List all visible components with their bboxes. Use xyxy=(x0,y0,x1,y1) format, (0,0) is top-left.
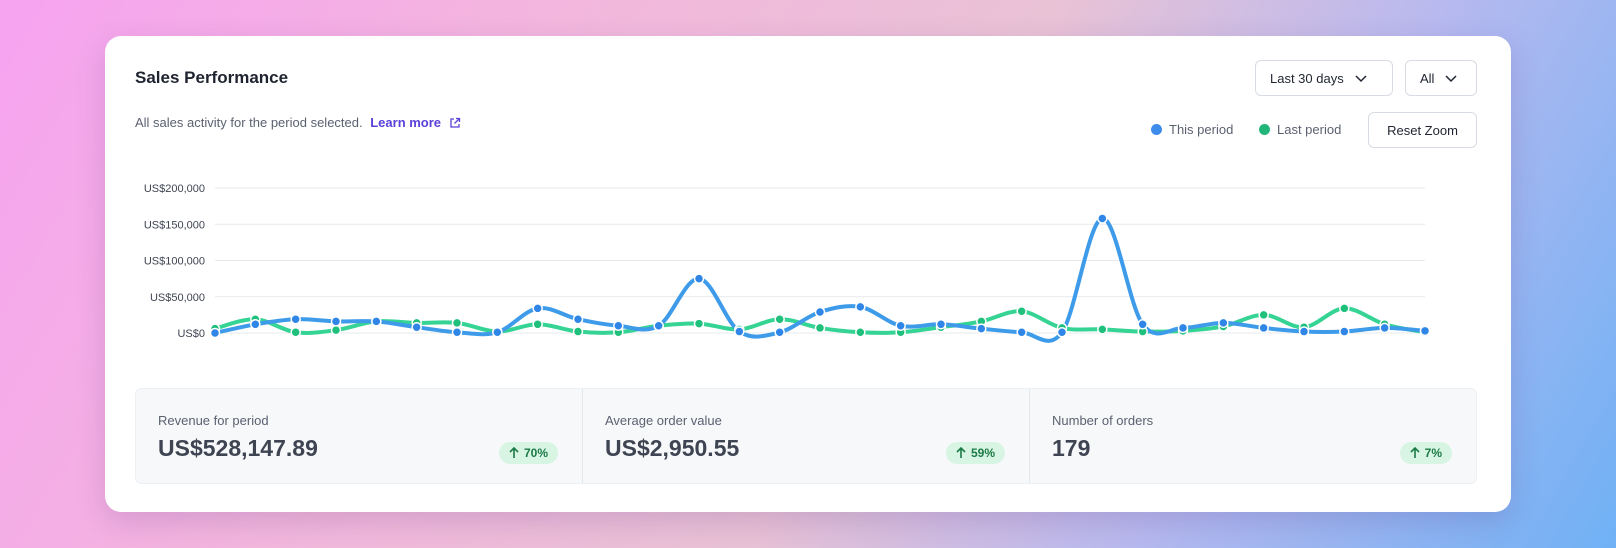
change-value: 70% xyxy=(523,446,548,460)
stat-revenue: Revenue for period US$528,147.89 70% xyxy=(136,389,583,483)
data-point-last-period[interactable] xyxy=(1016,306,1027,317)
stat-orders: Number of orders 179 7% xyxy=(1030,389,1476,483)
stat-label: Revenue for period xyxy=(158,413,269,428)
sales-performance-card: Sales Performance All sales activity for… xyxy=(105,36,1511,512)
external-link-icon xyxy=(450,117,460,128)
data-point-this-period[interactable] xyxy=(895,320,906,331)
data-point-this-period[interactable] xyxy=(1097,213,1108,224)
stat-value: US$528,147.89 xyxy=(158,435,318,461)
data-point-this-period[interactable] xyxy=(250,319,261,330)
y-tick-label: US$0 xyxy=(177,328,205,340)
stat-value: 179 xyxy=(1052,435,1091,461)
stat-value: US$2,950.55 xyxy=(605,435,740,461)
data-point-last-period[interactable] xyxy=(532,319,543,330)
data-point-this-period[interactable] xyxy=(1419,325,1431,337)
data-point-this-period[interactable] xyxy=(290,313,301,325)
arrow-up-icon xyxy=(509,447,519,458)
sales-line-chart[interactable]: US$0 US$50,000 US$100,000 US$150,000 US$200,… xyxy=(105,36,1511,366)
data-point-this-period[interactable] xyxy=(1379,322,1390,334)
data-point-this-period[interactable] xyxy=(1339,326,1350,337)
data-point-last-period[interactable] xyxy=(693,318,705,329)
data-point-this-period[interactable] xyxy=(1218,317,1229,329)
data-point-last-period[interactable] xyxy=(1097,324,1108,335)
data-point-this-period[interactable] xyxy=(1298,326,1310,337)
y-tick-label: US$200,000 xyxy=(144,183,205,195)
data-point-this-period[interactable] xyxy=(814,306,826,318)
data-point-this-period[interactable] xyxy=(855,301,866,313)
stat-label: Average order value xyxy=(605,413,722,428)
data-point-this-period[interactable] xyxy=(1016,327,1027,338)
data-point-this-period[interactable] xyxy=(1258,322,1269,334)
legend-label-this-period: This period xyxy=(1169,122,1234,137)
change-badge: 7% xyxy=(1399,442,1452,464)
data-point-this-period[interactable] xyxy=(734,326,745,337)
card-title: Sales Performance xyxy=(135,68,289,87)
learn-more-link[interactable]: Learn more xyxy=(370,115,460,130)
change-badge: 59% xyxy=(945,442,1005,464)
data-point-this-period[interactable] xyxy=(613,320,624,331)
change-badge: 70% xyxy=(498,442,558,464)
data-point-this-period[interactable] xyxy=(492,327,503,338)
learn-more-label: Learn more xyxy=(370,115,442,130)
data-point-this-period[interactable] xyxy=(411,321,422,333)
period-select-value: Last 30 days xyxy=(1270,70,1344,86)
y-tick-label: US$100,000 xyxy=(144,256,205,268)
arrow-up-icon xyxy=(1410,447,1420,458)
filter-select-value: All xyxy=(1420,70,1435,86)
card-subtitle: All sales activity for the period select… xyxy=(135,115,461,130)
arrow-up-icon xyxy=(956,447,966,458)
period-select[interactable]: Last 30 days xyxy=(1255,60,1393,96)
stat-average-order: Average order value US$2,950.55 59% xyxy=(583,389,1030,483)
data-point-this-period[interactable] xyxy=(774,327,785,338)
data-point-last-period[interactable] xyxy=(855,327,866,338)
data-point-last-period[interactable] xyxy=(572,326,584,337)
data-point-this-period[interactable] xyxy=(451,327,463,338)
data-point-this-period[interactable] xyxy=(371,316,382,327)
data-point-last-period[interactable] xyxy=(1339,303,1350,314)
data-point-last-period[interactable] xyxy=(330,324,342,336)
stat-label: Number of orders xyxy=(1052,413,1154,428)
data-point-last-period[interactable] xyxy=(814,322,826,334)
series-line-this-period xyxy=(213,216,1427,343)
legend-this-period[interactable]: This period xyxy=(1151,122,1233,137)
data-point-last-period[interactable] xyxy=(290,327,301,338)
data-point-this-period[interactable] xyxy=(532,303,543,314)
filter-select[interactable]: All xyxy=(1405,60,1477,96)
change-value: 7% xyxy=(1424,446,1442,460)
data-point-this-period[interactable] xyxy=(209,327,221,339)
data-point-this-period[interactable] xyxy=(330,316,342,327)
legend-last-period[interactable]: Last period xyxy=(1259,122,1341,137)
data-point-this-period[interactable] xyxy=(693,273,705,284)
chevron-down-icon xyxy=(1445,75,1457,83)
stats-panel: Revenue for period US$528,147.89 70% Ave… xyxy=(135,388,1477,484)
legend-label-last-period: Last period xyxy=(1277,122,1342,137)
reset-zoom-button[interactable]: Reset Zoom xyxy=(1368,112,1477,148)
subtitle-text: All sales activity for the period select… xyxy=(135,115,363,130)
legend-dot-last-period xyxy=(1259,124,1270,135)
data-point-last-period[interactable] xyxy=(774,313,785,325)
data-point-this-period[interactable] xyxy=(653,320,664,331)
change-value: 59% xyxy=(970,446,995,460)
data-point-this-period[interactable] xyxy=(572,313,584,325)
data-point-this-period[interactable] xyxy=(1177,322,1189,334)
data-point-this-period[interactable] xyxy=(1137,319,1148,330)
data-point-this-period[interactable] xyxy=(1056,327,1068,338)
y-tick-label: US$50,000 xyxy=(150,292,205,304)
data-point-this-period[interactable] xyxy=(976,323,987,334)
chevron-down-icon xyxy=(1355,75,1367,83)
y-tick-label: US$150,000 xyxy=(144,219,205,231)
data-point-this-period[interactable] xyxy=(935,319,947,330)
legend-dot-this-period xyxy=(1151,124,1162,135)
data-point-last-period[interactable] xyxy=(451,317,463,329)
data-point-last-period[interactable] xyxy=(1258,309,1269,321)
